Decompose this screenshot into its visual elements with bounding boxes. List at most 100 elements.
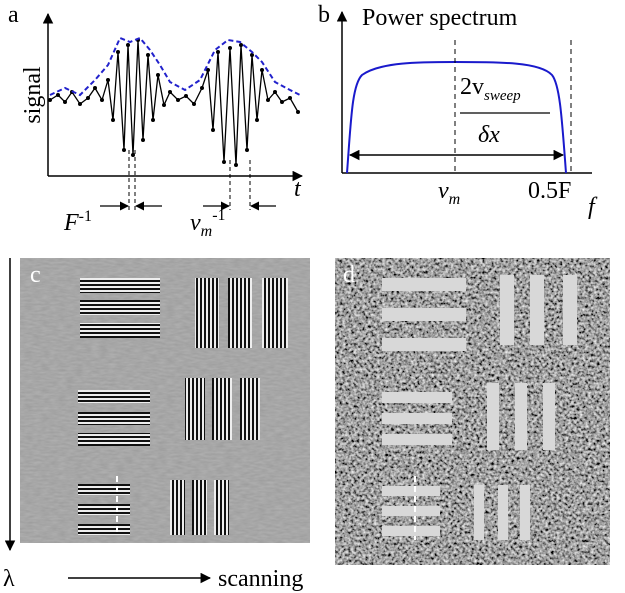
stripe-block — [78, 484, 130, 495]
trace-dot — [111, 118, 115, 122]
trace-dots — [48, 38, 300, 167]
y-label: λ — [3, 566, 15, 592]
target-bar — [382, 338, 466, 351]
stripe-block — [78, 524, 130, 535]
stripe-block — [185, 378, 205, 440]
guides — [128, 150, 251, 210]
target-bar — [382, 486, 440, 496]
panel-label: c — [30, 262, 41, 288]
stripe-block — [214, 480, 229, 535]
signal-trace — [49, 39, 299, 166]
trace-dot — [146, 53, 150, 57]
trace-dot — [184, 94, 188, 98]
target-bar — [515, 383, 527, 450]
x-label: scanning — [218, 566, 303, 592]
x-mark: 0.5F — [528, 178, 571, 204]
trace-dot — [122, 148, 126, 152]
trace-dot — [151, 118, 155, 122]
trace-dot — [288, 96, 292, 100]
target-bar — [382, 506, 440, 516]
target-bar — [498, 485, 508, 540]
target-bars — [78, 278, 288, 535]
stripe-block — [80, 323, 160, 338]
trace-dot — [63, 100, 67, 104]
target-bar — [382, 392, 452, 403]
target-bar — [500, 275, 514, 345]
target-bar — [487, 383, 499, 450]
trace-dot — [86, 96, 90, 100]
x-label: t — [294, 176, 302, 202]
trace-dot — [162, 103, 166, 107]
numerator: 2vsweep — [460, 74, 521, 104]
trace-dot — [228, 46, 232, 50]
trace-dot — [176, 98, 180, 102]
trace-dot — [100, 98, 104, 102]
stripe-block — [80, 300, 160, 315]
trace-dot — [131, 153, 135, 157]
target-bar — [543, 383, 555, 450]
stripe-block — [170, 480, 185, 535]
x-mark: vm — [438, 178, 460, 208]
target-bar — [382, 526, 440, 536]
target-bars — [382, 275, 577, 540]
panel-d: d — [335, 258, 610, 565]
stripe-block — [262, 278, 288, 348]
trace-dot — [245, 148, 249, 152]
y-label: signal — [20, 66, 46, 124]
denominator: δx — [478, 122, 500, 148]
trace-dot — [273, 90, 277, 94]
panel-b: b Power spectrum 2vsweep δx vm 0.5F f — [318, 2, 598, 220]
target-bar — [382, 308, 466, 321]
target-bar — [474, 485, 484, 540]
target-bar — [382, 413, 452, 424]
trace-dot — [266, 98, 270, 102]
panel-c: c λ scanning — [3, 258, 310, 592]
stripe-block — [240, 378, 260, 440]
trace-dot — [48, 98, 52, 102]
panel-label: d — [343, 262, 355, 288]
trace-dot — [200, 86, 204, 90]
trace-dot — [192, 102, 196, 106]
stripe-block — [80, 278, 160, 293]
stripe-block — [78, 390, 150, 403]
stripe-block — [195, 278, 219, 348]
image-texture — [20, 258, 310, 543]
stripe-block — [78, 504, 130, 515]
trace-dot — [78, 102, 82, 106]
target-bar — [382, 434, 452, 445]
trace-dot — [222, 160, 226, 164]
trace-dot — [260, 68, 264, 72]
annotation: vm-1 — [190, 207, 226, 240]
trace-dot — [250, 53, 254, 57]
stripe-block — [212, 378, 232, 440]
trace-dot — [216, 50, 220, 54]
stripe-block — [192, 480, 207, 535]
x-label: f — [588, 194, 598, 220]
trace-dot — [296, 110, 300, 114]
panel-title: Power spectrum — [362, 5, 518, 31]
trace-dot — [156, 73, 160, 77]
panel-a: a signal t F-1 vm-1 — [8, 2, 304, 240]
trace-dot — [206, 68, 210, 72]
envelope-trace — [49, 36, 301, 97]
trace-dot — [234, 163, 238, 167]
annotation: F-1 — [63, 208, 92, 236]
stripe-block — [78, 412, 150, 425]
stripe-block — [78, 433, 150, 446]
trace-dot — [239, 43, 243, 47]
trace-dot — [255, 118, 259, 122]
panel-label: b — [318, 2, 330, 28]
target-bar — [563, 275, 577, 345]
target-bar — [520, 485, 530, 540]
target-bar — [382, 278, 466, 291]
trace-dot — [141, 138, 145, 142]
spectrum-curve — [346, 60, 567, 174]
panel-label: a — [8, 2, 19, 28]
target-bar — [530, 275, 544, 345]
trace-dot — [106, 78, 110, 82]
trace-dot — [56, 93, 60, 97]
trace-dot — [126, 43, 130, 47]
trace-dot — [280, 100, 284, 104]
